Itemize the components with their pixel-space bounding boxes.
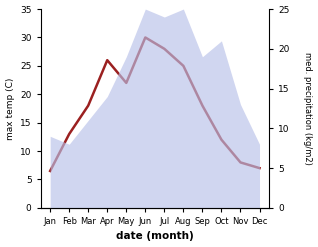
X-axis label: date (month): date (month) xyxy=(116,231,194,242)
Y-axis label: med. precipitation (kg/m2): med. precipitation (kg/m2) xyxy=(303,52,313,165)
Y-axis label: max temp (C): max temp (C) xyxy=(5,77,15,140)
